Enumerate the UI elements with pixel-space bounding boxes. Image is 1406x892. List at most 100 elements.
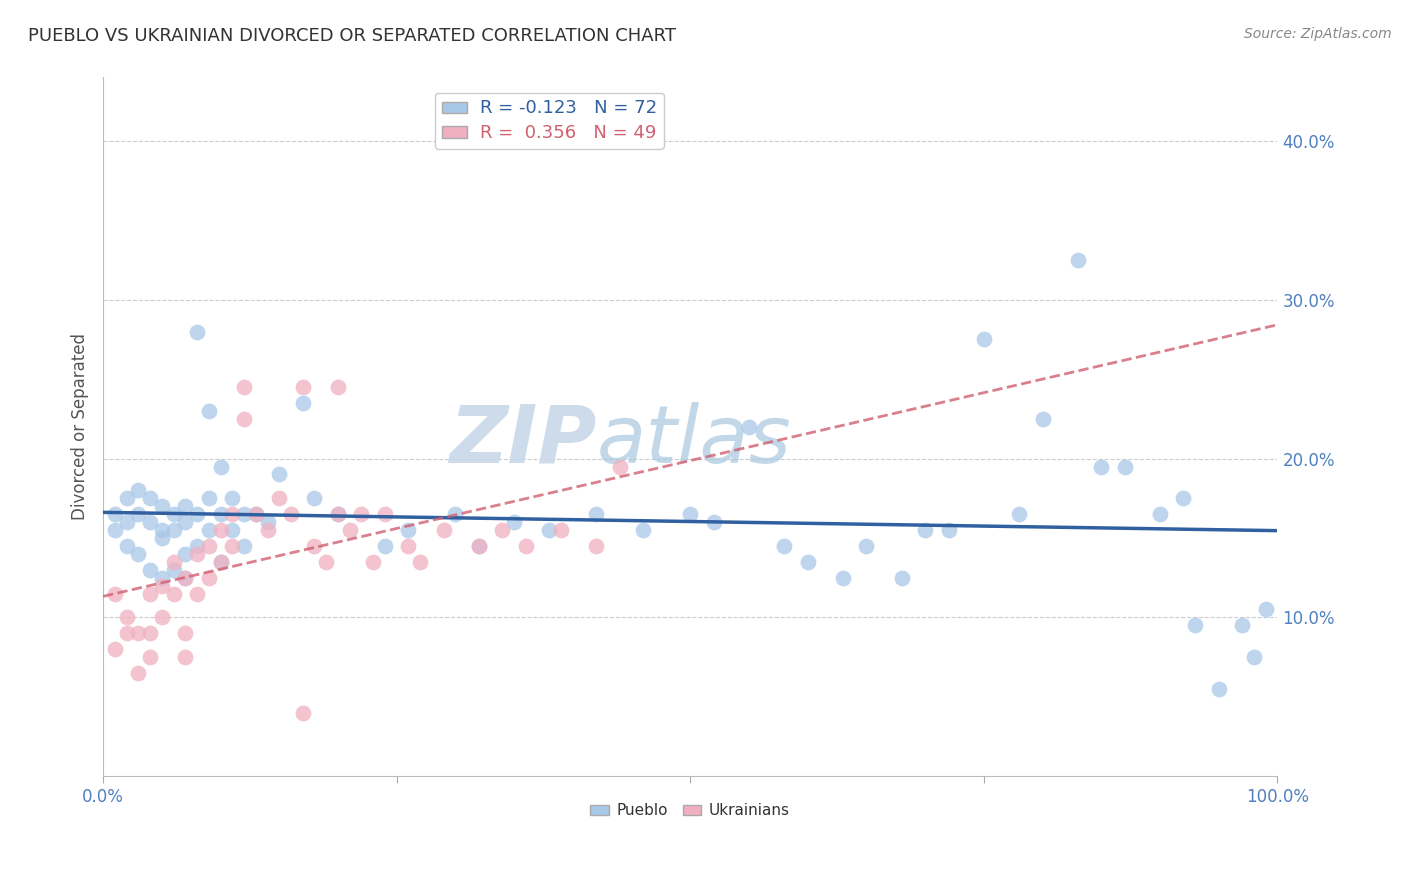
Point xyxy=(339,523,361,537)
Point xyxy=(186,586,208,600)
Point xyxy=(209,523,232,537)
Point xyxy=(233,539,256,553)
Point xyxy=(162,586,184,600)
Point xyxy=(150,610,173,624)
Point xyxy=(914,523,936,537)
Point xyxy=(174,547,197,561)
Text: PUEBLO VS UKRAINIAN DIVORCED OR SEPARATED CORRELATION CHART: PUEBLO VS UKRAINIAN DIVORCED OR SEPARATE… xyxy=(28,27,676,45)
Point xyxy=(433,523,456,537)
Point xyxy=(209,555,232,569)
Point xyxy=(209,555,232,569)
Point xyxy=(104,523,127,537)
Point xyxy=(115,491,138,506)
Point xyxy=(245,507,267,521)
Point xyxy=(139,626,162,640)
Point xyxy=(174,571,197,585)
Point xyxy=(973,333,995,347)
Point xyxy=(350,507,373,521)
Point xyxy=(538,523,561,537)
Point xyxy=(150,531,173,545)
Point xyxy=(609,459,631,474)
Point xyxy=(1149,507,1171,521)
Point xyxy=(1173,491,1195,506)
Point xyxy=(139,650,162,665)
Point xyxy=(139,515,162,529)
Point xyxy=(396,539,419,553)
Point xyxy=(127,626,149,640)
Point xyxy=(162,563,184,577)
Point xyxy=(855,539,877,553)
Point xyxy=(150,571,173,585)
Point xyxy=(515,539,537,553)
Point xyxy=(291,706,314,720)
Point xyxy=(115,539,138,553)
Point xyxy=(198,491,221,506)
Point xyxy=(773,539,796,553)
Point xyxy=(221,539,243,553)
Point xyxy=(1230,618,1253,632)
Point xyxy=(162,555,184,569)
Point xyxy=(585,507,607,521)
Point xyxy=(233,507,256,521)
Point xyxy=(186,547,208,561)
Point xyxy=(326,507,349,521)
Point xyxy=(127,483,149,498)
Point xyxy=(150,523,173,537)
Point xyxy=(221,507,243,521)
Point xyxy=(796,555,818,569)
Text: Source: ZipAtlas.com: Source: ZipAtlas.com xyxy=(1244,27,1392,41)
Point xyxy=(127,507,149,521)
Point xyxy=(104,507,127,521)
Point xyxy=(890,571,912,585)
Point xyxy=(209,507,232,521)
Point xyxy=(139,491,162,506)
Point xyxy=(374,507,396,521)
Point xyxy=(198,523,221,537)
Point xyxy=(938,523,960,537)
Point xyxy=(104,586,127,600)
Point xyxy=(1208,681,1230,696)
Point xyxy=(832,571,855,585)
Text: ZIP: ZIP xyxy=(449,401,596,480)
Point xyxy=(104,642,127,657)
Point xyxy=(115,626,138,640)
Point xyxy=(209,459,232,474)
Point xyxy=(186,539,208,553)
Point xyxy=(198,571,221,585)
Point xyxy=(703,515,725,529)
Point xyxy=(174,571,197,585)
Point xyxy=(1254,602,1277,616)
Point xyxy=(738,419,761,434)
Point xyxy=(585,539,607,553)
Point xyxy=(150,579,173,593)
Point xyxy=(233,380,256,394)
Point xyxy=(491,523,513,537)
Point xyxy=(304,539,326,553)
Point xyxy=(374,539,396,553)
Point xyxy=(1008,507,1031,521)
Point xyxy=(1067,253,1090,268)
Point xyxy=(139,586,162,600)
Point xyxy=(315,555,337,569)
Point xyxy=(550,523,572,537)
Point xyxy=(444,507,467,521)
Point xyxy=(174,499,197,513)
Point xyxy=(503,515,526,529)
Point xyxy=(221,523,243,537)
Point xyxy=(198,404,221,418)
Point xyxy=(1114,459,1136,474)
Point xyxy=(1031,412,1053,426)
Point xyxy=(162,523,184,537)
Point xyxy=(326,507,349,521)
Point xyxy=(162,507,184,521)
Legend: Pueblo, Ukrainians: Pueblo, Ukrainians xyxy=(585,797,796,824)
Point xyxy=(256,523,278,537)
Text: atlas: atlas xyxy=(596,401,792,480)
Point xyxy=(269,491,291,506)
Point xyxy=(468,539,491,553)
Point xyxy=(198,539,221,553)
Point xyxy=(1184,618,1206,632)
Point xyxy=(304,491,326,506)
Point xyxy=(115,515,138,529)
Point xyxy=(1243,650,1265,665)
